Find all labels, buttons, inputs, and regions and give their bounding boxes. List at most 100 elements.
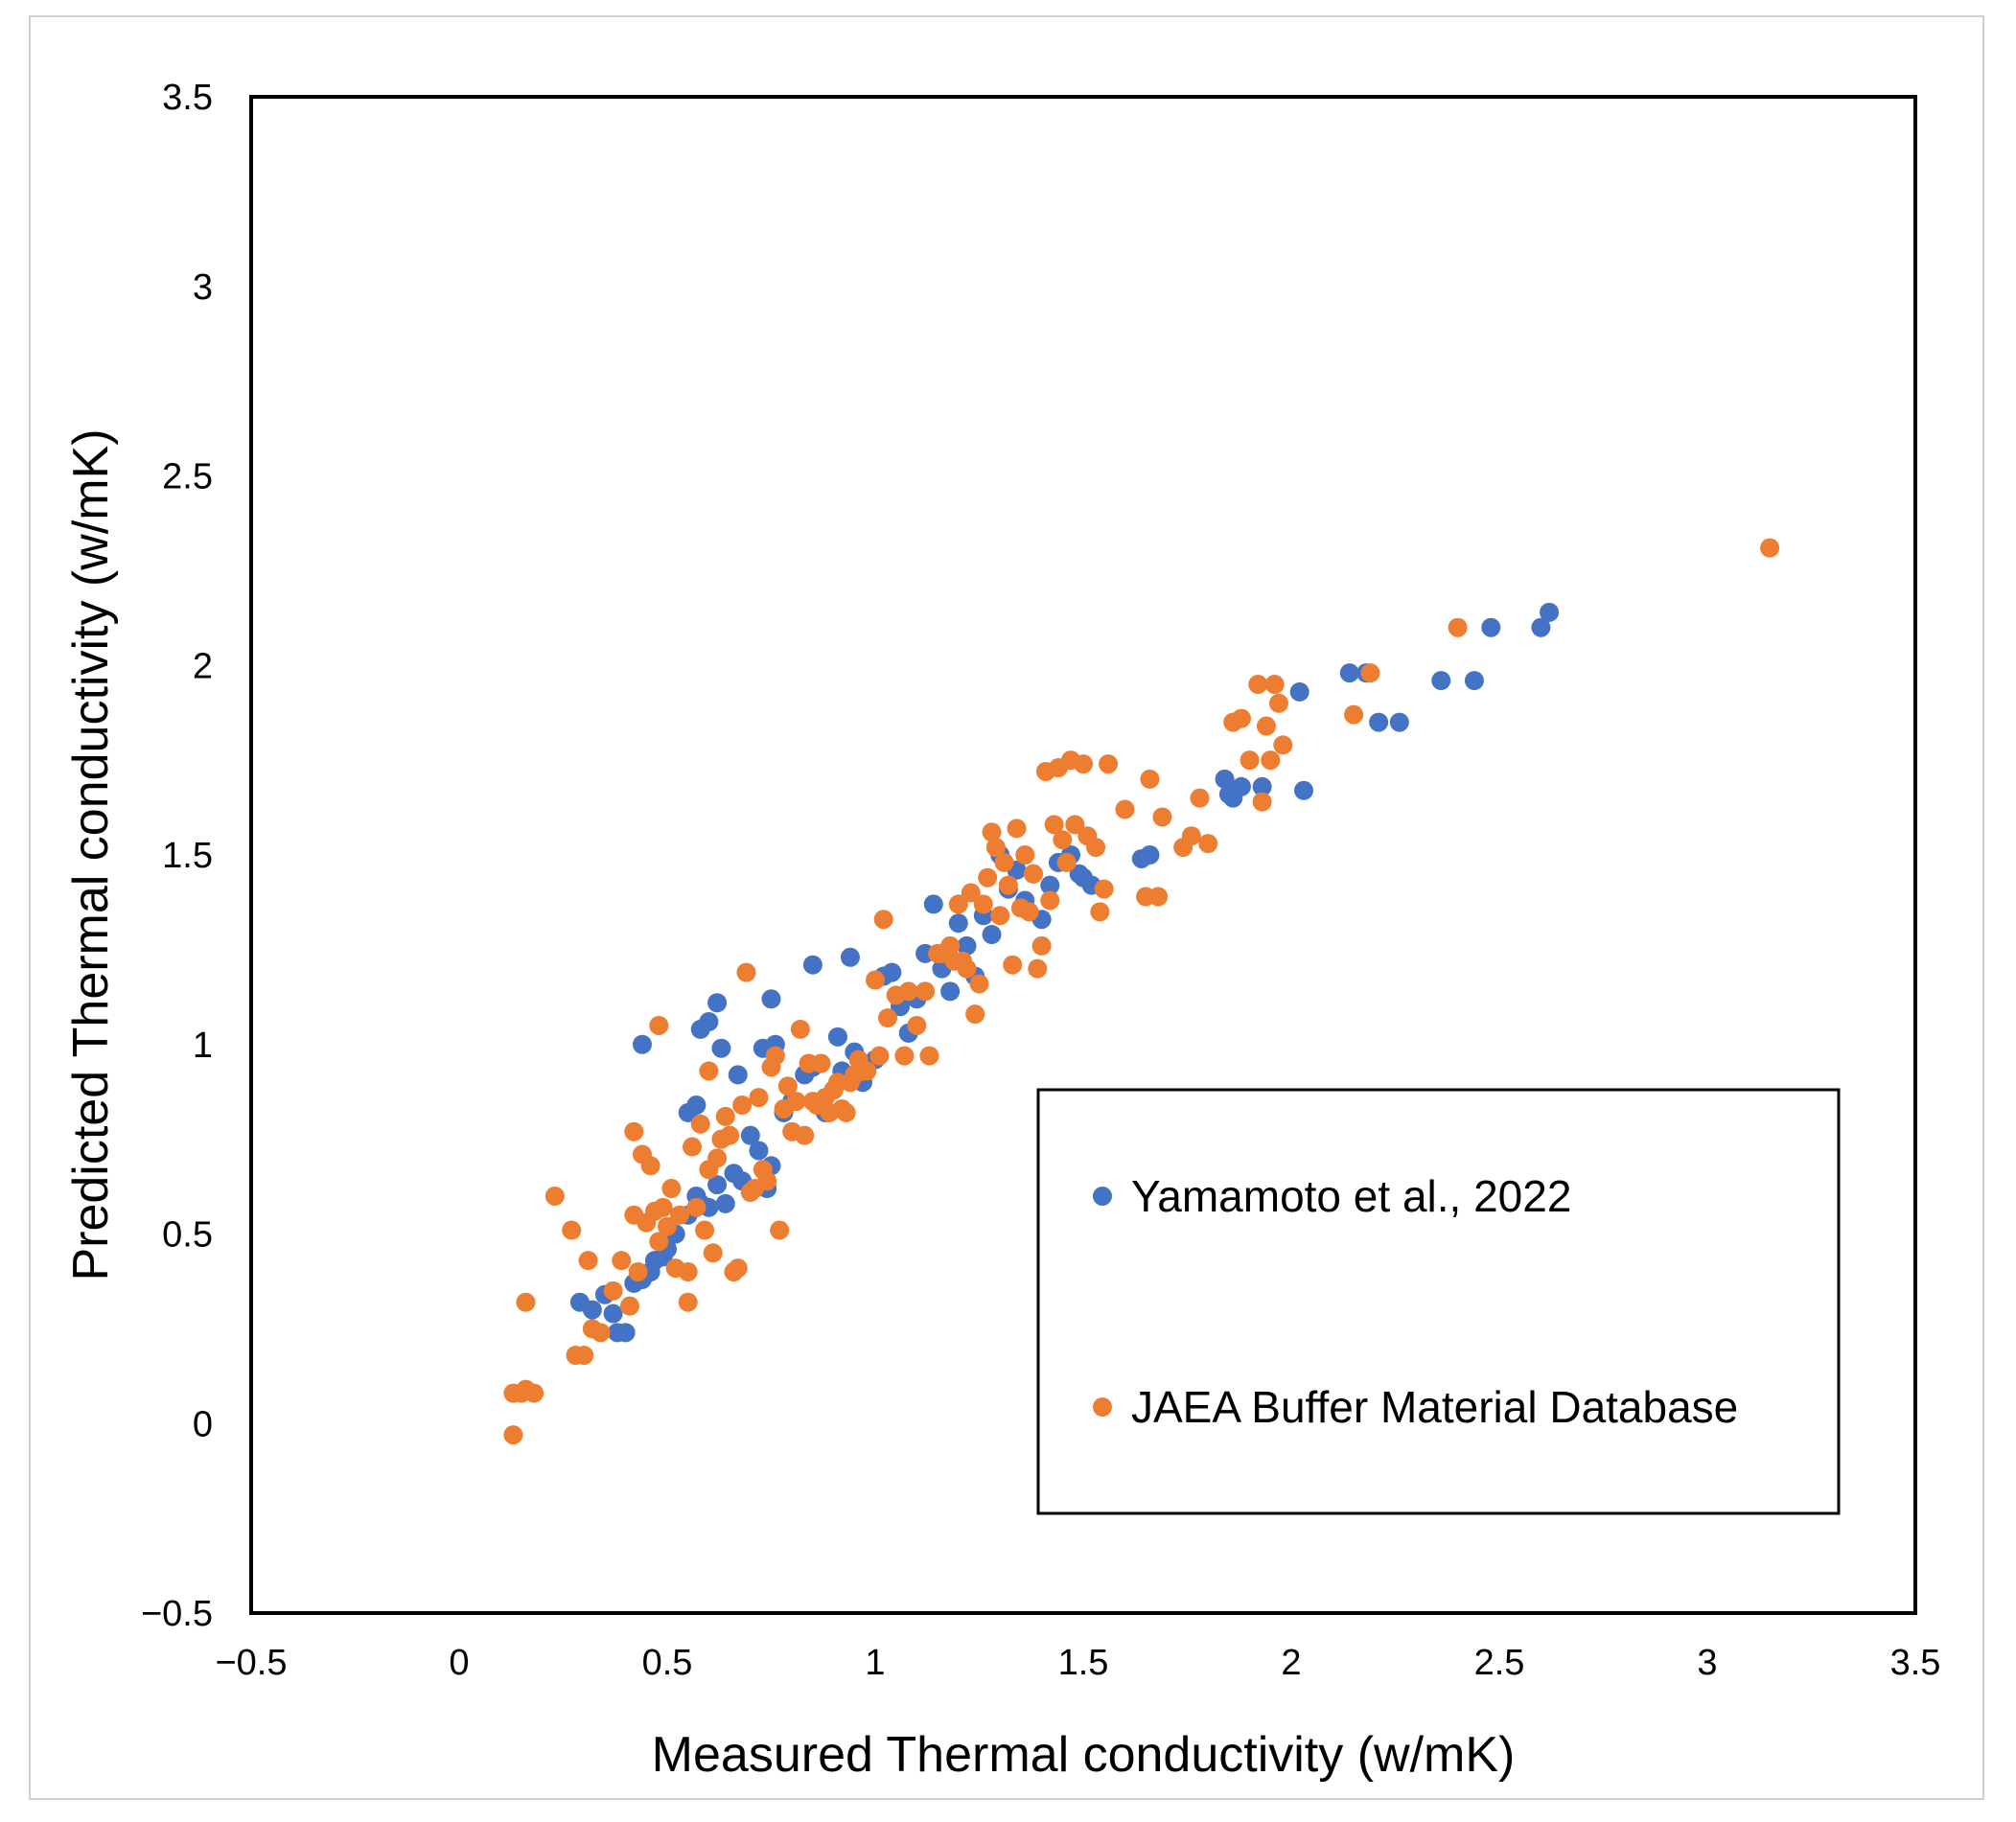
data-point — [615, 1323, 636, 1343]
data-point — [707, 993, 728, 1013]
legend-marker-jaea — [1093, 1397, 1112, 1417]
data-point — [1181, 826, 1201, 846]
x-tick-label: 2.5 — [1474, 1643, 1525, 1683]
data-point — [591, 1323, 611, 1343]
data-point — [1273, 735, 1293, 755]
data-point — [1252, 792, 1272, 812]
data-point — [961, 883, 981, 903]
plot-points — [503, 538, 1780, 1445]
data-point — [957, 935, 977, 956]
data-point — [1040, 890, 1060, 911]
data-point — [827, 1026, 847, 1047]
data-point — [1252, 776, 1272, 796]
data-point — [873, 910, 893, 930]
data-point — [658, 1216, 677, 1236]
data-point — [998, 875, 1018, 895]
data-point — [770, 1220, 790, 1240]
data-point — [777, 1076, 798, 1096]
x-tick-label: 2 — [1281, 1643, 1301, 1683]
data-point — [524, 1383, 545, 1403]
data-point — [1261, 750, 1281, 771]
data-point — [640, 1156, 660, 1176]
y-tick-label: 1.5 — [162, 836, 213, 876]
data-point — [1015, 845, 1035, 865]
data-point — [683, 1137, 703, 1157]
data-point — [699, 1061, 719, 1081]
data-point — [1531, 617, 1551, 637]
data-point — [866, 970, 885, 990]
y-tick-label: 3 — [193, 267, 213, 308]
data-point — [1019, 902, 1039, 922]
data-point — [1023, 864, 1043, 884]
data-point — [1344, 704, 1364, 725]
data-point — [1028, 958, 1048, 979]
legend-label-jaea: JAEA Buffer Material Database — [1131, 1382, 1738, 1432]
data-point — [562, 1220, 582, 1240]
data-point — [957, 958, 977, 979]
data-point — [869, 1046, 890, 1066]
data-point — [757, 1171, 777, 1191]
data-point — [1481, 617, 1501, 637]
data-point — [965, 1004, 985, 1025]
data-point — [703, 1243, 723, 1263]
data-point — [802, 955, 823, 975]
data-point — [1256, 716, 1276, 736]
data-point — [649, 1015, 669, 1035]
data-point — [736, 962, 756, 982]
x-tick-label: 3 — [1697, 1643, 1717, 1683]
data-point — [711, 1038, 731, 1058]
data-point — [686, 1096, 707, 1116]
data-point — [715, 1106, 735, 1126]
data-point — [1431, 671, 1451, 691]
data-point — [1360, 663, 1380, 683]
data-point — [1268, 693, 1288, 713]
data-point — [1099, 754, 1119, 774]
data-point — [707, 1148, 728, 1168]
data-point — [1231, 708, 1251, 728]
data-point — [582, 1300, 602, 1320]
x-tick-label: 0.5 — [642, 1643, 693, 1683]
y-tick-label: 2 — [193, 646, 213, 686]
legend-box — [1036, 1088, 1841, 1515]
data-point — [1369, 712, 1389, 732]
data-point — [923, 894, 943, 914]
data-point — [699, 1012, 719, 1032]
y-tick-labels: −0.5 0 0.5 1 1.5 2 2.5 3 3.5 — [141, 78, 213, 1634]
data-point — [1540, 602, 1560, 622]
data-point — [940, 935, 961, 956]
series-1 — [503, 538, 1780, 1445]
data-point — [978, 867, 998, 888]
data-point — [624, 1121, 644, 1142]
data-point — [836, 1102, 856, 1122]
plot-area-border — [249, 95, 1917, 1615]
y-tick-label: 0.5 — [162, 1215, 213, 1256]
legend: Yamamoto et al., 2022 JAEA Buffer Materi… — [1036, 1088, 1841, 1515]
data-point — [1031, 935, 1052, 956]
data-point — [632, 1034, 652, 1054]
data-point — [1053, 830, 1073, 850]
data-point — [973, 894, 993, 914]
data-point — [1115, 799, 1135, 819]
data-point — [749, 1141, 769, 1161]
x-tick-label: −0.5 — [215, 1643, 287, 1683]
data-point — [1215, 769, 1235, 789]
data-point — [1007, 819, 1027, 839]
data-point — [1044, 815, 1064, 835]
data-point — [670, 1205, 690, 1225]
data-point — [628, 1262, 648, 1282]
data-point — [985, 838, 1006, 858]
data-point — [649, 1232, 669, 1252]
data-point — [857, 1061, 877, 1081]
data-point — [982, 925, 1002, 945]
data-point — [1289, 681, 1309, 702]
data-point — [1389, 712, 1409, 732]
data-point — [1003, 955, 1023, 975]
figure-frame — [29, 15, 1984, 1800]
data-point — [503, 1425, 523, 1445]
y-axis-title: Predicted Thermal conductivity (w/mK) — [63, 428, 119, 1280]
data-point — [1056, 852, 1077, 872]
data-point — [516, 1292, 536, 1312]
data-point — [578, 1251, 598, 1271]
data-point — [720, 1125, 740, 1145]
